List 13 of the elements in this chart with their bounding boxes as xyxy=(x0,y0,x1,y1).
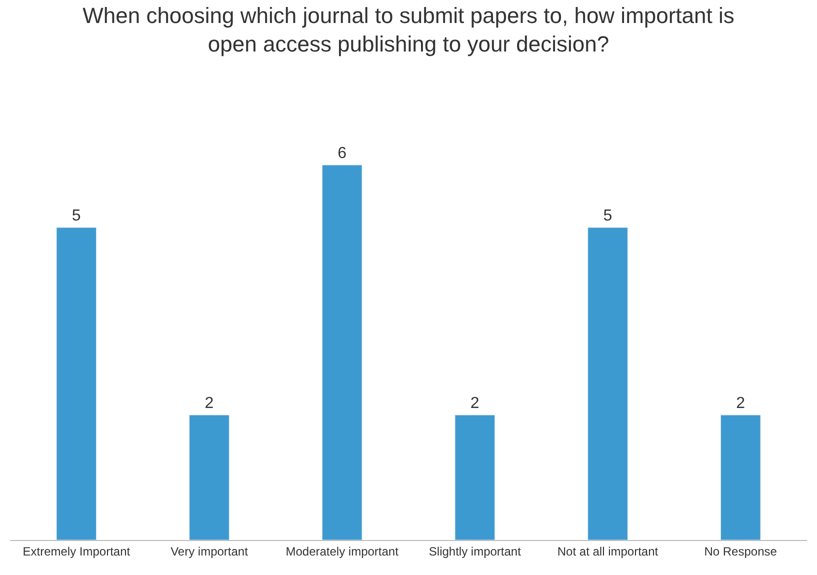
chart-title: When choosing which journal to submit papers to, how important is open access publishing to your decision? xyxy=(82,3,734,57)
x-tick-label: Moderately important xyxy=(286,544,400,558)
data-label: 2 xyxy=(204,395,214,412)
x-tick-label: No Response xyxy=(704,544,778,558)
x-tick-label: Slightly important xyxy=(428,544,522,558)
x-tick-label: Not at all important xyxy=(557,544,659,558)
x-tick-label: Very important xyxy=(170,544,249,558)
x-tick-label: Extremely Important xyxy=(22,544,131,558)
data-label: 2 xyxy=(470,395,480,412)
data-label: 2 xyxy=(736,395,746,412)
data-label: 6 xyxy=(338,145,347,162)
data-label: 5 xyxy=(72,208,81,224)
data-label: 5 xyxy=(603,208,612,224)
